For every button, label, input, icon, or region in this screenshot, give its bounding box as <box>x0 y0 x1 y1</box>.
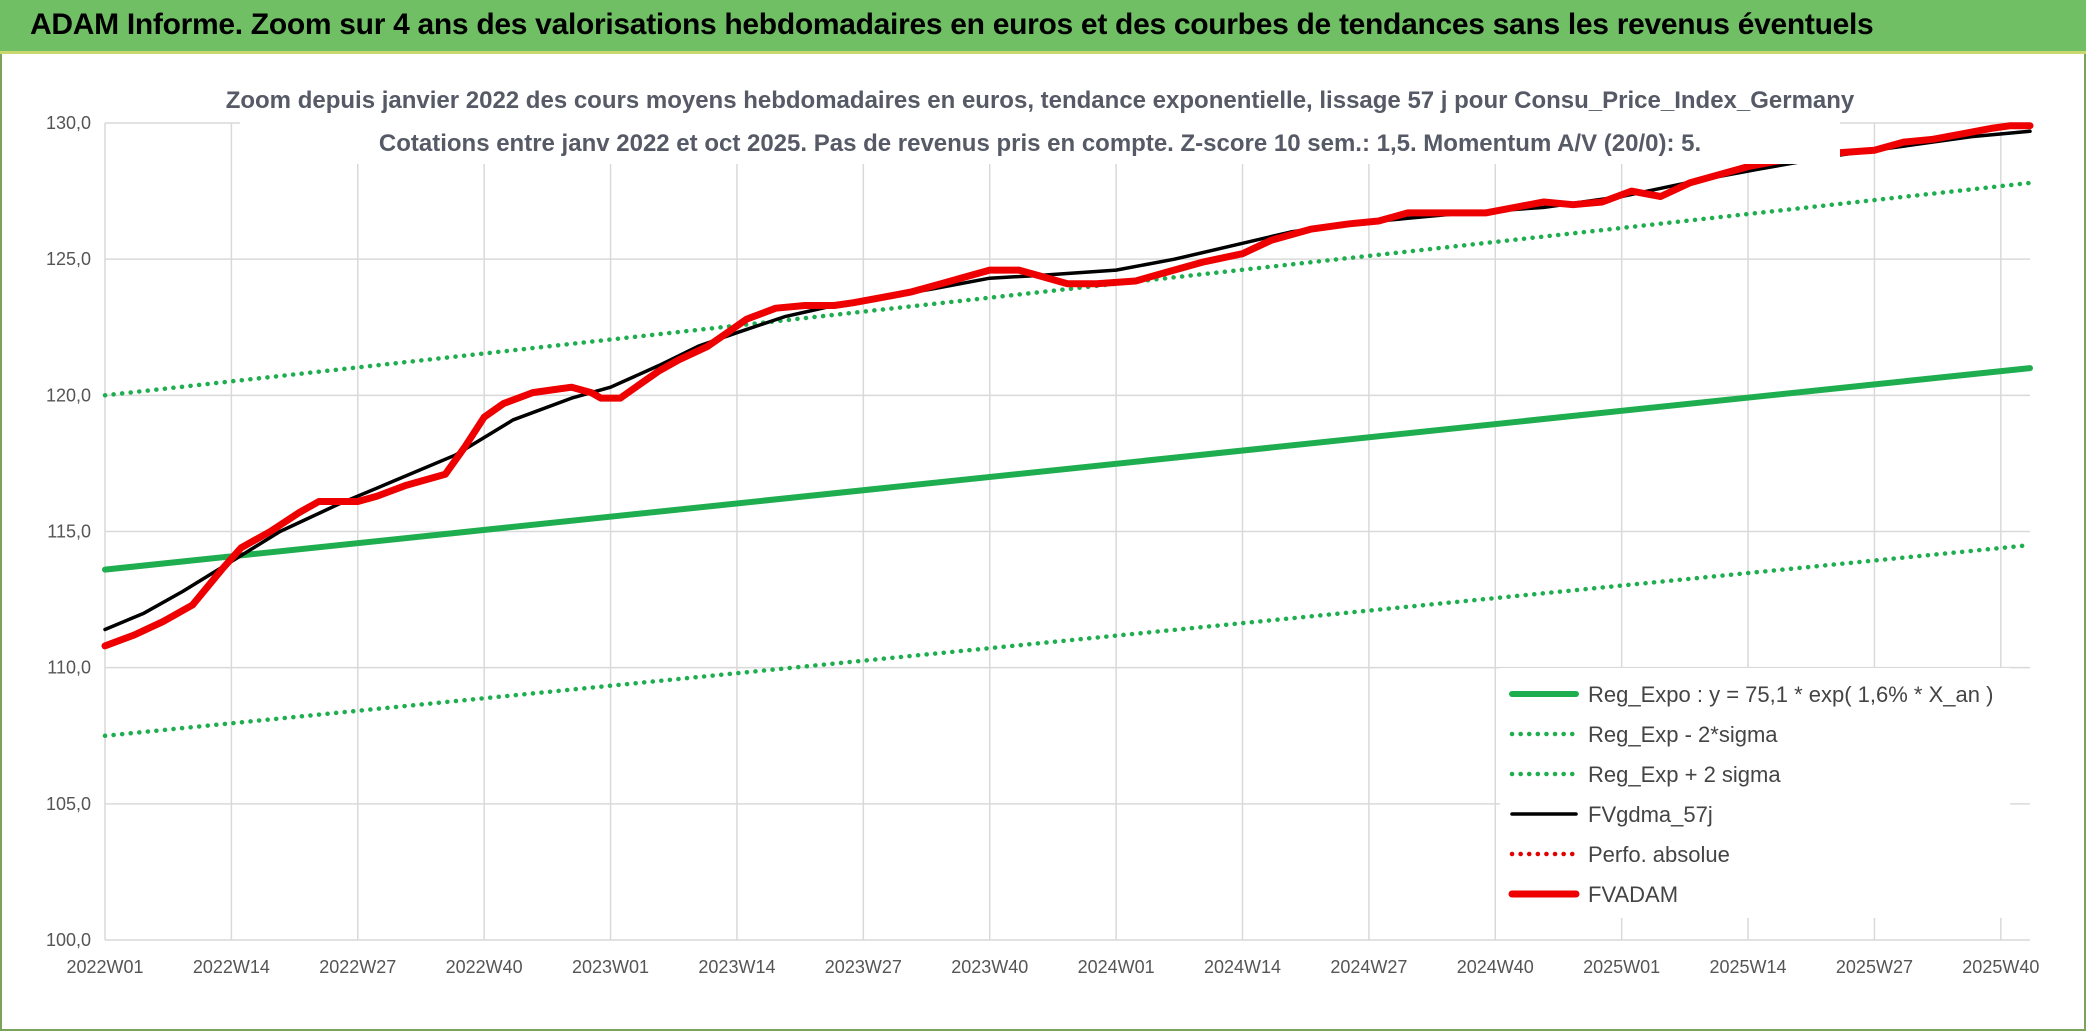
x-tick-label: 2023W01 <box>572 957 649 977</box>
legend-label-1: Reg_Exp - 2*sigma <box>1588 722 1778 747</box>
x-tick-label: 2023W14 <box>698 957 775 977</box>
y-axis-ticks: 100,0 105,0 110,0 115,0 120,0 125,0 130,0 <box>46 113 91 950</box>
x-tick-label: 2025W14 <box>1710 957 1787 977</box>
series-line-5 <box>101 122 2034 650</box>
x-axis-ticks: 2022W01 2022W14 2022W27 2022W40 2023W01 2023W… <box>66 957 2039 977</box>
title-background <box>240 78 1840 164</box>
y-tick-label: 120,0 <box>46 385 91 405</box>
x-tick-label: 2024W14 <box>1204 957 1281 977</box>
y-tick-label: 105,0 <box>46 794 91 814</box>
x-tick-label: 2024W01 <box>1078 957 1155 977</box>
x-tick-label: 2025W40 <box>1962 957 2039 977</box>
x-tick-label: 2023W27 <box>825 957 902 977</box>
x-tick-label: 2023W40 <box>951 957 1028 977</box>
legend: Reg_Expo : y = 75,1 * exp( 1,6% * X_an )… <box>1500 668 2010 918</box>
x-tick-label: 2022W14 <box>193 957 270 977</box>
series-line-0 <box>102 365 2033 573</box>
x-tick-label: 2025W01 <box>1583 957 1660 977</box>
chart-title-line-1: Zoom depuis janvier 2022 des cours moyen… <box>226 87 1855 114</box>
legend-label-5: FVADAM <box>1588 882 1678 907</box>
x-tick-label: 2025W27 <box>1836 957 1913 977</box>
y-tick-label: 130,0 <box>46 113 91 133</box>
series-lines <box>101 122 2034 739</box>
x-tick-label: 2022W40 <box>446 957 523 977</box>
series-line-3 <box>103 129 2032 632</box>
chart-title-line-2: Cotations entre janv 2022 et oct 2025. P… <box>379 130 1701 157</box>
y-tick-label: 110,0 <box>47 658 91 678</box>
x-tick-label: 2022W01 <box>66 957 143 977</box>
x-tick-label: 2024W27 <box>1330 957 1407 977</box>
legend-background <box>1500 668 2010 918</box>
legend-label-4: Perfo. absolue <box>1588 842 1730 867</box>
legend-label-3: FVgdma_57j <box>1588 802 1713 827</box>
y-tick-label: 115,0 <box>47 522 91 542</box>
x-tick-label: 2022W27 <box>319 957 396 977</box>
y-tick-label: 100,0 <box>46 930 91 950</box>
legend-label-0: Reg_Expo : y = 75,1 * exp( 1,6% * X_an ) <box>1588 682 1993 707</box>
y-tick-label: 125,0 <box>46 249 91 269</box>
report-title: ADAM Informe. Zoom sur 4 ans des valoris… <box>30 8 1874 41</box>
x-tick-label: 2024W40 <box>1457 957 1534 977</box>
series-line-2 <box>102 180 2033 398</box>
report-header: ADAM Informe. Zoom sur 4 ans des valoris… <box>0 0 2086 54</box>
legend-label-2: Reg_Exp + 2 sigma <box>1588 762 1781 787</box>
